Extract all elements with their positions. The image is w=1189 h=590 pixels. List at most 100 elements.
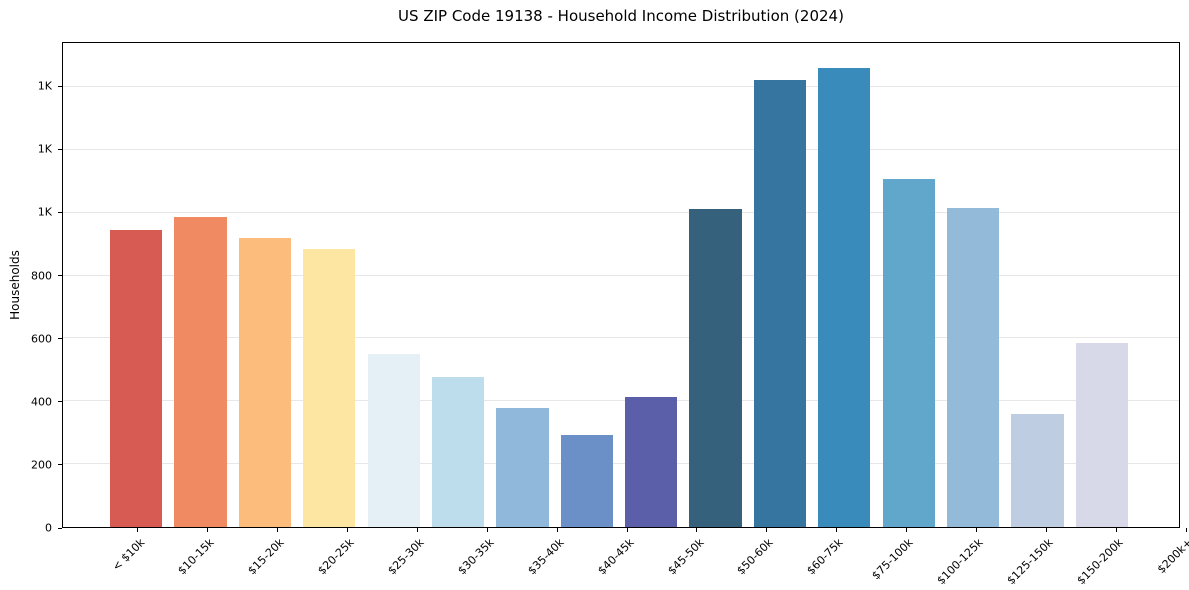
y-tick-label: 600 bbox=[31, 332, 52, 346]
x-tick-slot bbox=[942, 528, 1012, 532]
y-tick-mark bbox=[58, 148, 62, 150]
bar-slot bbox=[941, 43, 1005, 527]
bars-layer bbox=[63, 43, 1179, 527]
bar-slot bbox=[1070, 43, 1134, 527]
bar-$25-30k bbox=[367, 354, 420, 527]
y-tick-label: 400 bbox=[31, 395, 52, 409]
bar-$35-40k bbox=[496, 408, 549, 527]
x-tick-label: $100-125k bbox=[934, 536, 986, 588]
x-tick-mark bbox=[696, 528, 698, 532]
x-tick-slot bbox=[522, 528, 592, 532]
gridline bbox=[63, 400, 1179, 402]
x-label-slot: $45-50k bbox=[662, 528, 732, 588]
y-tick-mark bbox=[58, 338, 62, 340]
x-tick-mark bbox=[975, 528, 977, 532]
x-label-slot: $125-150k bbox=[1004, 528, 1081, 588]
bar-slot bbox=[555, 43, 619, 527]
x-tick-label: $25-30k bbox=[385, 536, 427, 578]
x-tick-slot bbox=[1081, 528, 1151, 532]
x-tick-label: $40-45k bbox=[594, 536, 637, 578]
x-label-slot: < $10k bbox=[103, 528, 173, 588]
x-tick-mark bbox=[486, 528, 488, 532]
x-tick-label: $150-200k bbox=[1074, 536, 1126, 588]
x-tick-mark bbox=[347, 528, 349, 532]
x-tick-label: $60-75k bbox=[804, 536, 846, 578]
bar-slot bbox=[683, 43, 747, 527]
y-tick-mark bbox=[58, 527, 62, 529]
bar-$45-50k bbox=[625, 397, 678, 527]
x-tick-slot bbox=[383, 528, 453, 532]
x-tick-mark bbox=[836, 528, 838, 532]
x-tick-label: $15-20k bbox=[245, 536, 287, 578]
bar-$75-100k bbox=[818, 68, 871, 527]
y-tick-label: 1K bbox=[37, 205, 52, 219]
gridline bbox=[63, 274, 1179, 276]
x-tick-label: $45-50k bbox=[664, 536, 707, 578]
x-tick-mark bbox=[416, 528, 418, 532]
y-tick-label: 1K bbox=[37, 79, 52, 93]
bar-slot bbox=[297, 43, 361, 527]
x-tick-label: $200k+ bbox=[1155, 536, 1189, 577]
x-tick-mark bbox=[137, 528, 139, 532]
x-label-slot: $60-75k bbox=[802, 528, 872, 588]
bar-slot bbox=[233, 43, 297, 527]
x-label-slot: $40-45k bbox=[592, 528, 662, 588]
gridline bbox=[63, 86, 1179, 87]
x-tick-label: $50-60k bbox=[734, 536, 777, 578]
x-tick-slot bbox=[103, 528, 173, 532]
bar-$15-20k bbox=[238, 237, 291, 527]
x-label-slot: $25-30k bbox=[383, 528, 453, 588]
bar-$60-75k bbox=[753, 80, 806, 527]
x-tick-mark bbox=[1185, 528, 1187, 532]
bar-$125-150k bbox=[946, 207, 1000, 527]
bar-slot bbox=[877, 43, 941, 527]
x-label-slot: $10-15k bbox=[173, 528, 243, 588]
plot-area bbox=[62, 42, 1180, 528]
x-tick-slot bbox=[452, 528, 522, 532]
bar-slot bbox=[619, 43, 683, 527]
bar-$200k+ bbox=[1075, 343, 1128, 527]
bar-slot bbox=[362, 43, 426, 527]
bar-$50-60k bbox=[689, 208, 742, 527]
y-tick-mark bbox=[58, 211, 62, 213]
x-tick-label: $20-25k bbox=[315, 536, 357, 578]
x-tick-slot bbox=[1151, 528, 1189, 532]
x-axis-ticks bbox=[62, 528, 1189, 532]
bar-$40-45k bbox=[560, 435, 613, 527]
y-tick-mark bbox=[58, 85, 62, 87]
y-tick-label: 800 bbox=[31, 269, 52, 283]
y-tick-label: 0 bbox=[45, 521, 52, 535]
x-tick-label: $10-15k bbox=[175, 536, 218, 578]
x-tick-slot bbox=[872, 528, 942, 532]
x-tick-slot bbox=[173, 528, 243, 532]
x-label-slot: $20-25k bbox=[313, 528, 383, 588]
x-tick-label: $75-100k bbox=[869, 536, 916, 583]
gridline bbox=[63, 337, 1179, 339]
bar-slot bbox=[1005, 43, 1069, 527]
bar-$10-15k bbox=[174, 216, 227, 527]
chart-title: US ZIP Code 19138 - Household Income Dis… bbox=[398, 7, 844, 25]
x-tick-label: < $10k bbox=[109, 536, 148, 574]
x-label-slot: $35-40k bbox=[522, 528, 592, 588]
x-tick-label: $125-150k bbox=[1004, 536, 1056, 588]
x-tick-mark bbox=[207, 528, 209, 532]
x-tick-mark bbox=[277, 528, 279, 532]
y-tick-mark bbox=[58, 275, 62, 277]
bar-slot bbox=[812, 43, 876, 527]
x-tick-slot bbox=[313, 528, 383, 532]
x-label-slot: $30-35k bbox=[452, 528, 522, 588]
bar-$30-35k bbox=[431, 377, 485, 527]
x-tick-mark bbox=[556, 528, 558, 532]
x-tick-mark bbox=[1045, 528, 1047, 532]
x-tick-slot bbox=[243, 528, 313, 532]
gridline bbox=[63, 148, 1179, 150]
y-tick-mark bbox=[58, 401, 62, 403]
x-tick-mark bbox=[1115, 528, 1117, 532]
bar-slot bbox=[490, 43, 554, 527]
bar-< $10k bbox=[110, 230, 163, 527]
x-tick-slot bbox=[662, 528, 732, 532]
bar-slot bbox=[426, 43, 490, 527]
x-tick-label: $35-40k bbox=[525, 536, 567, 578]
bar-slot bbox=[168, 43, 232, 527]
bar-$20-25k bbox=[303, 248, 356, 527]
